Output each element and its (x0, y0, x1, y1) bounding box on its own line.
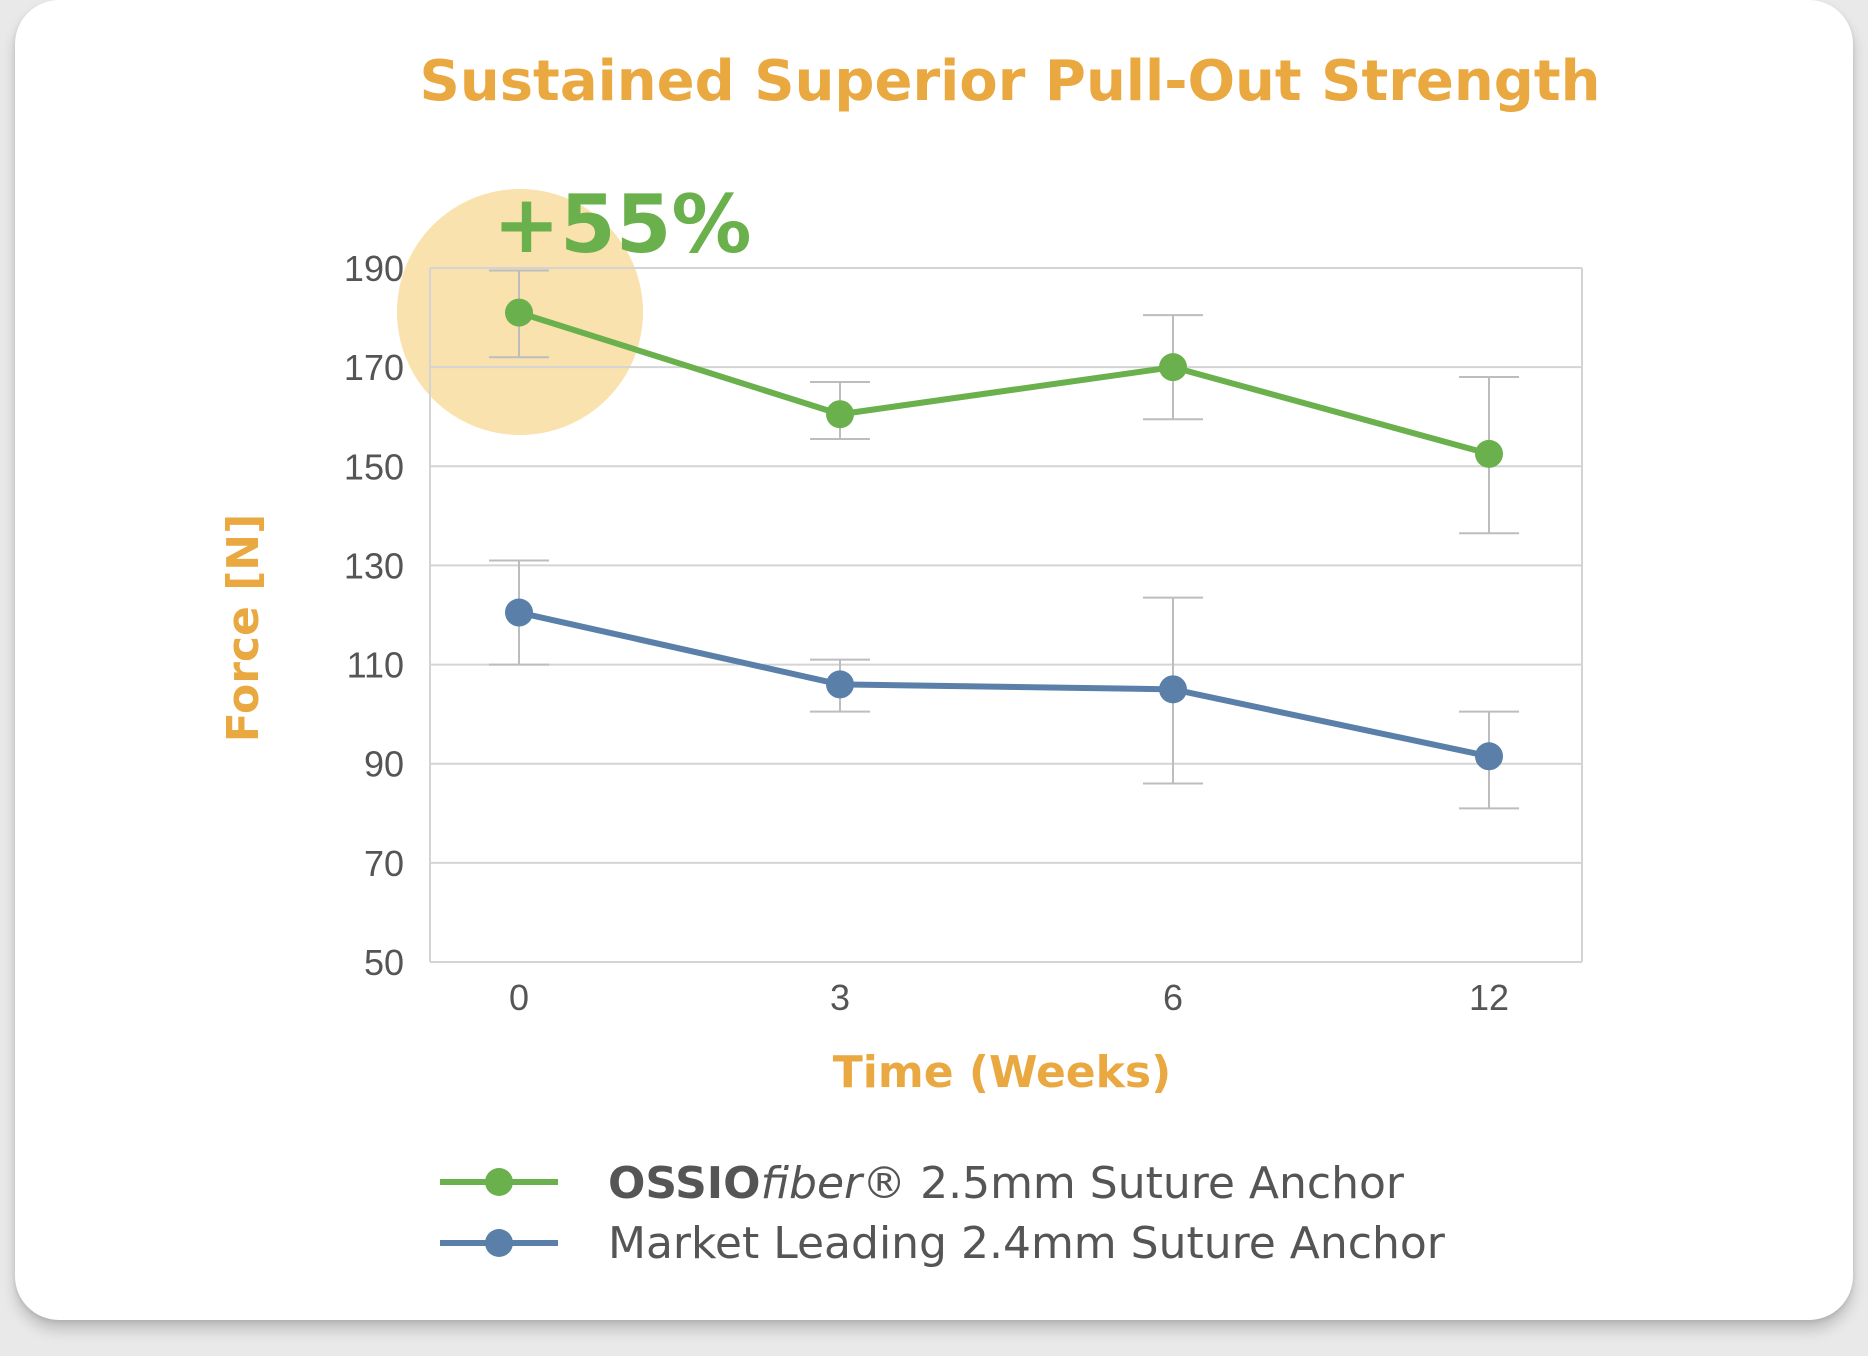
x-tick-labels: 0 3 6 12 (509, 977, 1509, 1018)
y-tick-150: 150 (344, 446, 404, 487)
legend: OSSIOfiber® 2.5mm Suture Anchor Market L… (440, 1158, 1446, 1269)
series-group (489, 269, 1519, 810)
data-point-0-2 (1159, 353, 1187, 382)
legend-label-market: Market Leading 2.4mm Suture Anchor (608, 1218, 1446, 1269)
y-tick-labels: 50 70 90 110 130 150 170 190 (344, 248, 404, 983)
x-tick-12: 12 (1469, 977, 1509, 1018)
legend-label-ossio: OSSIOfiber® 2.5mm Suture Anchor (608, 1158, 1405, 1209)
legend-label-ossio-rest: ® 2.5mm Suture Anchor (862, 1158, 1405, 1209)
x-axis-label: Time (Weeks) (833, 1047, 1171, 1098)
y-tick-90: 90 (364, 744, 404, 785)
x-tick-0: 0 (509, 977, 529, 1018)
data-point-1-3 (1475, 742, 1503, 771)
y-tick-70: 70 (364, 843, 404, 884)
data-point-1-1 (826, 670, 854, 699)
legend-marker-ossio (485, 1168, 513, 1196)
x-tick-6: 6 (1163, 977, 1183, 1018)
gridlines (429, 267, 1583, 963)
y-tick-130: 130 (344, 545, 404, 586)
y-axis-label: Force [N] (218, 514, 269, 743)
data-point-1-2 (1159, 675, 1187, 704)
chart-title: Sustained Superior Pull-Out Strength (420, 49, 1601, 114)
data-point-0-1 (826, 400, 854, 429)
data-point-0-0 (505, 298, 533, 327)
legend-label-ossio-brand: OSSIO (608, 1158, 761, 1209)
y-tick-170: 170 (344, 347, 404, 388)
legend-label-ossio-fiber: fiber (761, 1158, 865, 1209)
legend-marker-market (485, 1229, 513, 1257)
series-line-1 (518, 609, 1490, 760)
x-tick-3: 3 (830, 977, 850, 1018)
series-0 (489, 269, 1519, 535)
increase-annotation: +55% (493, 178, 752, 271)
y-tick-190: 190 (344, 248, 404, 289)
series-1 (489, 559, 1519, 810)
data-point-1-0 (505, 598, 533, 627)
series-line-0 (518, 309, 1490, 457)
data-point-0-3 (1475, 439, 1503, 468)
chart-card (15, 0, 1853, 1320)
y-tick-110: 110 (347, 645, 404, 686)
y-tick-50: 50 (364, 942, 404, 983)
